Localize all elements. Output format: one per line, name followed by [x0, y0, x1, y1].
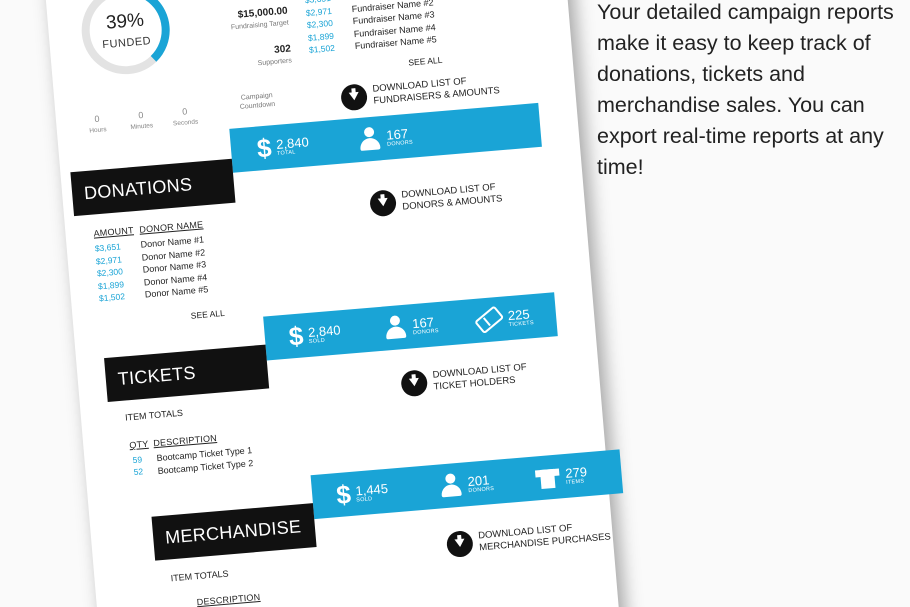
countdown-seconds-value: 0 — [181, 106, 188, 117]
list-item: $1,502 — [98, 291, 126, 304]
download-fundraisers-label: DOWNLOAD LIST OF FUNDRAISERS & AMOUNTS — [372, 75, 501, 107]
merchandise-heading: MERCHANDISE — [151, 503, 317, 561]
tickets-desc-header: DESCRIPTION — [152, 433, 218, 449]
merchandise-donors-stat: 201 DONORS — [438, 460, 495, 508]
tickets-heading: TICKETS — [104, 344, 270, 402]
download-ticket-holders-label: DOWNLOAD LIST OF TICKET HOLDERS — [432, 361, 528, 393]
countdown-seconds-label: Seconds — [172, 118, 199, 128]
donors-see-all-link[interactable]: SEE ALL — [190, 307, 226, 321]
download-icon — [400, 369, 429, 398]
download-merchandise-label: DOWNLOAD LIST OF MERCHANDISE PURCHASES — [477, 522, 612, 554]
dollar-icon: $ — [335, 478, 352, 510]
campaign-report-sheet: 39% FUNDED Donated $15,000.00 Fundraisin… — [40, 0, 624, 607]
merchandise-item-totals: ITEM TOTALS — [170, 568, 229, 584]
merchandise-sold-stat: $ 1,445 SOLD — [335, 478, 389, 510]
tickets-stats-band: $ 2,840 SOLD 167 DONORS 225 TICKETS — [263, 292, 558, 361]
download-donors-button[interactable]: DOWNLOAD LIST OF DONORS & AMOUNTS — [369, 175, 563, 218]
person-icon — [439, 473, 463, 499]
tickets-desc-list: Bootcamp Ticket Type 1 Bootcamp Ticket T… — [156, 444, 254, 477]
tickets-qty-list: 59 52 — [132, 453, 143, 478]
countdown-hours-value: 0 — [94, 113, 100, 125]
countdown-minutes-label: Minutes — [130, 122, 154, 132]
download-icon — [369, 189, 398, 218]
merchandise-items-stat: 279 ITEMS — [534, 452, 589, 500]
donor-name-header: DONOR NAME — [139, 219, 204, 235]
merchandise-desc-header: DESCRIPTION — [196, 591, 261, 607]
donor-amount-header: AMOUNT — [93, 225, 135, 239]
ticket-icon — [474, 305, 505, 335]
person-icon — [384, 315, 408, 341]
donations-stats-band: $ 2,840 TOTAL 167 DONORS — [229, 102, 542, 173]
fundraiser-amount-list: $3,651 $2,971 $2,300 $1,899 $1,502 — [304, 0, 335, 56]
list-item: 52 — [133, 466, 144, 478]
donor-name-list: Donor Name #1 Donor Name #2 Donor Name #… — [140, 233, 209, 301]
tshirt-icon — [534, 465, 561, 489]
download-icon — [445, 529, 474, 559]
countdown-minutes: 0 Minutes — [118, 108, 166, 132]
person-icon — [358, 126, 382, 152]
download-ticket-holders-button[interactable]: DOWNLOAD LIST OF TICKET HOLDERS — [400, 355, 594, 398]
merchandise-stats-band: $ 1,445 SOLD 201 DONORS 279 ITEMS — [310, 449, 624, 520]
tickets-qty-header: QTY — [129, 438, 149, 451]
list-item: $1,502 — [308, 42, 336, 55]
tickets-donors-stat: 167 DONORS — [383, 302, 440, 350]
countdown-minutes-value: 0 — [137, 110, 144, 121]
countdown-label: Campaign Countdown — [239, 92, 276, 111]
tickets-sold-stat: $ 2,840 SOLD — [287, 319, 342, 352]
donations-donors-stat: 167 DONORS — [357, 114, 414, 162]
funded-progress-ring — [81, 0, 170, 75]
donations-total-stat: $ 2,840 TOTAL — [255, 131, 310, 164]
fundraisers-see-all-link[interactable]: SEE ALL — [407, 54, 443, 68]
tickets-count-stat: 225 TICKETS — [474, 294, 535, 343]
download-icon — [340, 83, 369, 112]
countdown-hours: 0 Hours — [74, 112, 122, 136]
donations-heading: DONATIONS — [70, 158, 236, 217]
tickets-item-totals: ITEM TOTALS — [124, 407, 184, 423]
donor-amount-list: $3,651 $2,971 $2,300 $1,899 $1,502 — [94, 240, 125, 304]
promo-text: Your detailed campaign reports make it e… — [597, 0, 894, 179]
dollar-icon: $ — [287, 319, 305, 352]
list-item: 59 — [132, 454, 143, 466]
dollar-icon: $ — [255, 131, 273, 164]
countdown-hours-label: Hours — [89, 126, 107, 135]
fundraiser-name-list: Fundraiser Name #1 Fundraiser Name #2 Fu… — [350, 0, 437, 53]
countdown-seconds: 0 Seconds — [161, 105, 209, 129]
download-merchandise-button[interactable]: DOWNLOAD LIST OF MERCHANDISE PURCHASES — [445, 516, 640, 559]
download-donors-label: DOWNLOAD LIST OF DONORS & AMOUNTS — [400, 181, 503, 213]
